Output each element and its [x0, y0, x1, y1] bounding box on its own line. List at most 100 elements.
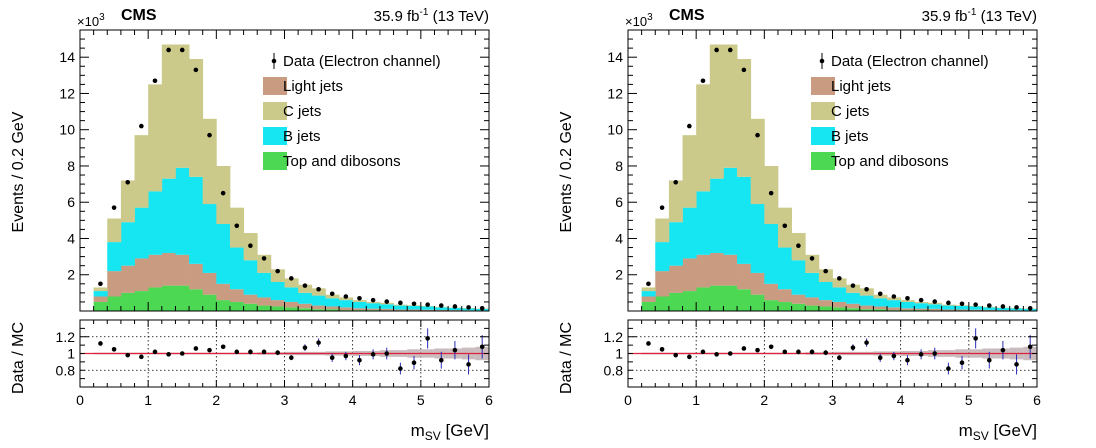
ratio-point [275, 350, 280, 355]
ratio-point [344, 354, 349, 359]
data-point [466, 305, 471, 310]
hist-bar [148, 84, 162, 191]
hist-bar [257, 297, 271, 305]
energy-label: (13 TeV) [976, 8, 1037, 25]
hist-bar [683, 291, 697, 311]
ratio-point [289, 355, 294, 360]
hist-bar [175, 255, 189, 286]
legend-label-c: C jets [283, 103, 321, 120]
ratio-point [660, 347, 665, 352]
ratio-panel [80, 320, 489, 387]
data-point [166, 48, 171, 53]
x-tick-label: 6 [1033, 392, 1041, 408]
hist-bar [230, 302, 244, 311]
ratio-point [687, 355, 692, 360]
data-point [714, 48, 719, 53]
ratio-point [646, 341, 651, 346]
hist-bar [873, 298, 887, 306]
data-point [892, 294, 897, 299]
data-point [782, 223, 787, 228]
data-point [960, 301, 965, 306]
y-tick-label: 14 [59, 49, 75, 65]
y-tick-label: 4 [615, 230, 623, 246]
hist-bar [203, 204, 217, 273]
y-tick-label: 10 [59, 122, 75, 138]
hist-bar [778, 248, 792, 290]
data-point [946, 301, 951, 306]
hist-bar [901, 308, 915, 310]
hist-bar [298, 293, 312, 304]
hist-bar [135, 258, 149, 291]
hist-bar [162, 253, 176, 286]
hist-bar [723, 168, 737, 255]
hist-bar [833, 307, 847, 311]
data-point [98, 282, 103, 287]
hist-bar [873, 306, 887, 309]
legend-label-b: B jets [831, 128, 869, 145]
exponent-label: ×103 [625, 12, 653, 29]
hist-bar [696, 287, 710, 311]
hist-bar [298, 304, 312, 309]
ratio-point [823, 350, 828, 355]
data-point [262, 256, 267, 261]
hist-bar [121, 180, 135, 222]
hist-bar [710, 286, 724, 311]
hist-bar [135, 291, 149, 311]
hist-bar [107, 296, 121, 311]
hist-bar [860, 296, 874, 306]
y-axis-title: Events / 0.2 GeV [558, 111, 575, 232]
hist-bar [421, 306, 435, 309]
hist-bar [325, 306, 339, 309]
data-point [207, 133, 212, 138]
hist-bar [737, 177, 751, 264]
hist-bar [203, 295, 217, 311]
ratio-point [330, 355, 335, 360]
ratio-point [810, 350, 815, 355]
y-tick-label: 10 [607, 122, 623, 138]
x-tick-label: 4 [349, 392, 357, 408]
ratio-point [371, 352, 376, 357]
data-point [303, 283, 308, 288]
ratio-y-tick-label: 1.2 [56, 329, 76, 345]
hist-bar [723, 255, 737, 286]
hist-bar [189, 59, 203, 177]
hist-bar [203, 273, 217, 295]
ratio-y-tick-label: 1.2 [604, 329, 624, 345]
ratio-point [714, 352, 719, 357]
legend-label-top: Top and dibosons [831, 153, 949, 170]
hist-bar [778, 289, 792, 302]
data-point [728, 48, 733, 53]
ratio-point [973, 336, 978, 341]
hist-bar [914, 303, 928, 308]
hist-bar [189, 177, 203, 264]
legend-data-marker [272, 59, 277, 64]
hist-bar [312, 306, 326, 310]
hist-bar [94, 296, 108, 301]
legend-label-light: Light jets [831, 78, 891, 95]
ratio-y-axis-title: Data / MC [558, 322, 575, 394]
luminosity-label: 35.9 fb-1 (13 TeV) [374, 7, 489, 25]
hist-bar [792, 260, 806, 294]
ratio-point [1001, 348, 1006, 353]
x-tick-label: 3 [829, 392, 837, 408]
legend-label-b: B jets [283, 128, 321, 145]
legend-label-c: C jets [831, 103, 869, 120]
hist-bar [135, 135, 149, 208]
hist-bar [737, 264, 751, 289]
ratio-point [112, 347, 117, 352]
ratio-point [932, 351, 937, 356]
hist-bar [751, 119, 765, 204]
hist-bar [764, 300, 778, 311]
ratio-point [782, 350, 787, 355]
ratio-point [248, 350, 253, 355]
hist-bar [230, 289, 244, 302]
data-point [987, 303, 992, 308]
hist-bar [655, 271, 669, 296]
x-axis-title-sub: SV [973, 429, 989, 443]
x-axis-title: mSV [GeV] [959, 421, 1037, 443]
hist-bar [148, 255, 162, 288]
ratio-point [384, 351, 389, 356]
hist-bar [107, 219, 121, 243]
